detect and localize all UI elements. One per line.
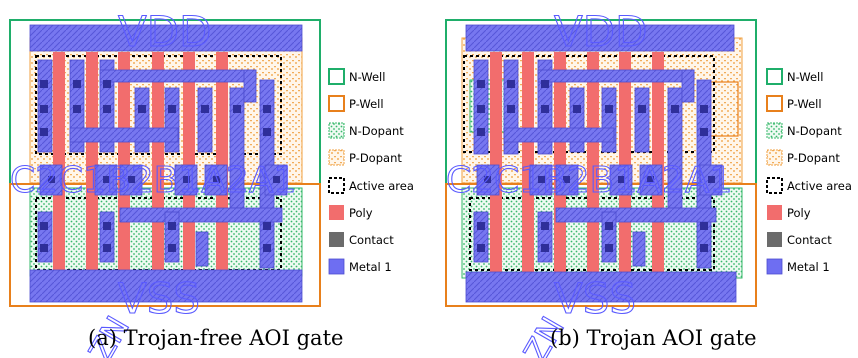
legend-label: Metal 1 [787,260,830,274]
legend-label: Contact [787,233,832,247]
p-well-outline [445,183,757,307]
legend-swatch-metal [766,258,783,275]
legend-swatch-pwell [328,95,345,112]
panel-b-layout: VDD VSS C2C1B2B1A2A1 ZN N-Well P-Well N-… [445,6,852,358]
vdd-label: VDD [118,7,211,56]
legend-label: P-Well [349,97,384,111]
contacts [477,80,715,252]
legend-label: Contact [349,233,394,247]
legend-label: Active area [787,179,852,193]
legend-swatch-pdopant [328,149,345,166]
legend-swatch-metal [328,258,345,275]
net-labels: VDD VSS C2C1B2B1A2A1 ZN [9,6,296,358]
legend-swatch-nwell [328,68,345,85]
legend-label: N-Dopant [349,124,404,138]
legend-a: N-Well P-Well N-Dopant P-Dopant Active a… [328,68,414,275]
legend-swatch-nwell [766,68,783,85]
legend-label: P-Dopant [349,151,402,165]
legend-label: P-Well [787,97,822,111]
legend-label: N-Well [349,70,385,84]
input-pin-labels: C2C1B2B1A2A1 [10,160,296,201]
vdd-label: VDD [554,7,647,56]
legend-swatch-pdopant [766,149,783,166]
p-well-outline [9,183,321,307]
legend-swatch-active [328,177,345,194]
legend-swatch-ndopant [766,122,783,139]
caption-b: (b) Trojan AOI gate [550,326,757,350]
legend-b: N-Well P-Well N-Dopant P-Dopant Active a… [766,68,852,275]
legend-label: Poly [349,206,373,220]
caption-a: (a) Trojan-free AOI gate [88,326,344,350]
legend-label: Active area [349,179,414,193]
legend-swatch-pwell [766,95,783,112]
legend-label: N-Well [787,70,823,84]
legend-label: N-Dopant [787,124,842,138]
legend-swatch-poly [329,205,344,220]
legend-label: P-Dopant [787,151,840,165]
legend-label: Metal 1 [349,260,392,274]
legend-swatch-contact [329,232,344,247]
legend-swatch-active [766,177,783,194]
legend-label: Poly [787,206,811,220]
input-pin-labels: C2C1B2B1A2A1 [446,160,732,201]
contacts [40,80,280,252]
vss-label: VSS [118,274,200,323]
panel-a-layout: VDD VSS C2C1B2B1A2A1 ZN N-Well P-Well N-… [9,6,414,358]
legend-swatch-ndopant [328,122,345,139]
legend-swatch-contact [767,232,782,247]
legend-swatch-poly [767,205,782,220]
vss-label: VSS [554,274,636,323]
